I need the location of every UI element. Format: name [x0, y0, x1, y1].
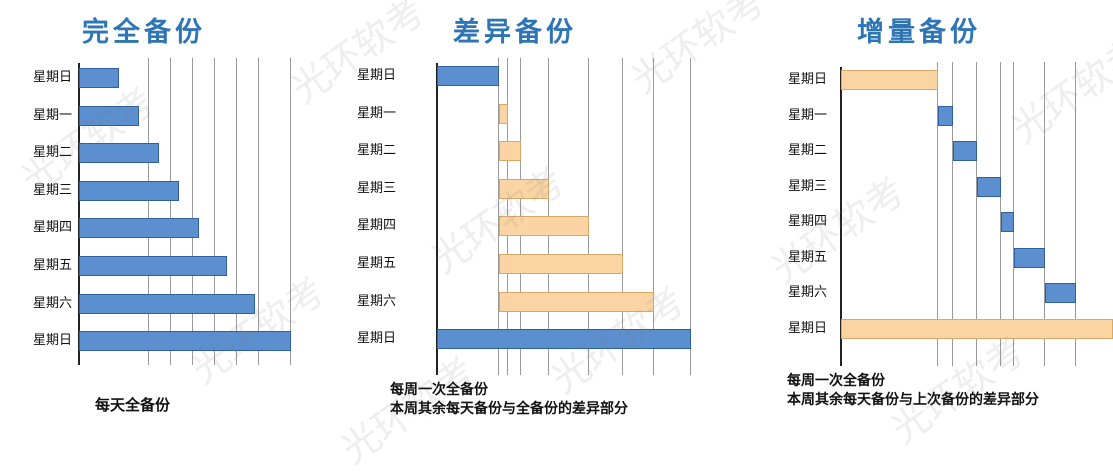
incr-row-label: 星期六 [787, 285, 827, 300]
incr-backup-bar [1013, 247, 1045, 268]
incremental-backup-caption-line1: 每周一次全备份 [787, 373, 885, 389]
diff-gridline [498, 58, 499, 375]
full-row-label: 星期一 [32, 107, 72, 123]
full-row-label: 星期二 [32, 145, 72, 161]
incr-backup-bar [952, 141, 977, 161]
incr-row-label: 星期一 [787, 107, 827, 123]
full-gridline [258, 58, 259, 365]
full-gridline [236, 58, 237, 365]
full-axis [78, 63, 80, 365]
diff-row-label: 星期三 [356, 180, 396, 196]
diff-row-label: 星期四 [356, 218, 396, 234]
diff-backup-bar [437, 329, 692, 350]
incr-backup-bar [841, 318, 1113, 339]
diff-backup-bar [499, 178, 549, 199]
incr-gridline [937, 62, 938, 366]
differential-backup-caption-line1: 每周一次全备份 [390, 382, 488, 398]
full-backup-bar [79, 218, 199, 239]
full-row-label: 星期日 [32, 333, 72, 349]
full-gridline [192, 58, 193, 365]
full-row-label: 星期四 [32, 220, 72, 236]
diff-row-label: 星期五 [356, 256, 396, 271]
incr-backup-bar [976, 176, 1002, 197]
incr-gridline [975, 62, 977, 366]
incr-row-label: 星期日 [787, 320, 827, 336]
diff-gridline [690, 58, 692, 375]
diff-row-label: 星期二 [356, 143, 396, 159]
full-backup-bar [79, 256, 227, 276]
incr-backup-bar [1044, 283, 1076, 303]
incremental-backup-panel: 增量备份 每周一次全备份 本周其余每天备份与上次备份的差异部分 星期日 星期一 星期… [787, 17, 1113, 408]
full-backup-panel: 完全备份 每天全备份 星期日 星期一 星期二 星期三 星期四 星期五 星期六 星期日 [0, 0, 330, 438]
incremental-backup-title: 增量备份 [857, 17, 981, 48]
full-gridline [290, 58, 291, 365]
incr-gridline [951, 62, 953, 366]
full-row-label: 星期五 [32, 258, 72, 273]
full-row-label: 星期六 [32, 295, 72, 311]
incr-backup-bar [841, 70, 938, 90]
full-backup-bar [79, 293, 255, 314]
incr-backup-bar [1001, 212, 1014, 232]
diff-axis [436, 63, 438, 375]
full-gridline [148, 58, 149, 365]
full-backup-title: 完全备份 [82, 17, 206, 48]
diff-backup-bar [499, 216, 589, 237]
incr-gridline [1074, 62, 1076, 366]
incr-row-label: 星期三 [787, 178, 827, 194]
differential-backup-caption-line2: 本周其余每天备份与全备份的差异部分 [390, 401, 628, 417]
incr-gridline [1043, 62, 1045, 366]
full-gridline [214, 58, 215, 365]
differential-backup-panel: 差异备份 每周一次全备份 本周其余每天备份与全备份的差异部分 星期日 星期一 星期二… [356, 17, 692, 417]
incr-row-label: 星期日 [787, 72, 827, 87]
full-backup-bar [79, 143, 159, 164]
full-backup-caption: 每天全备份 [95, 396, 171, 414]
diff-backup-bar [499, 103, 509, 124]
incr-row-label: 星期五 [787, 249, 827, 265]
diff-row-label: 星期六 [356, 293, 396, 309]
differential-backup-title: 差异备份 [453, 17, 577, 48]
full-backup-bar [79, 68, 119, 88]
diff-gridline [622, 58, 623, 375]
diff-backup-bar [437, 66, 499, 86]
full-backup-bar [79, 180, 179, 201]
diff-row-label: 星期日 [356, 68, 396, 83]
full-backup-bar [79, 331, 291, 352]
diff-gridline [653, 58, 654, 375]
full-backup-bar [79, 105, 139, 126]
diff-backup-bar [499, 254, 623, 274]
incremental-backup-caption-line2: 本周其余每天备份与上次备份的差异部分 [787, 392, 1039, 408]
incr-backup-bar [938, 105, 953, 126]
diff-row-label: 星期日 [356, 331, 396, 347]
diff-backup-bar [499, 291, 654, 312]
incr-gridline [1000, 62, 1002, 366]
full-row-label: 星期三 [32, 182, 72, 198]
diff-row-label: 星期一 [356, 105, 396, 121]
incr-axis [840, 67, 842, 366]
full-gridline [170, 58, 171, 365]
full-row-label: 星期日 [32, 70, 72, 85]
incr-row-label: 星期四 [787, 214, 827, 229]
diff-backup-bar [499, 141, 521, 162]
incr-row-label: 星期二 [787, 143, 827, 158]
